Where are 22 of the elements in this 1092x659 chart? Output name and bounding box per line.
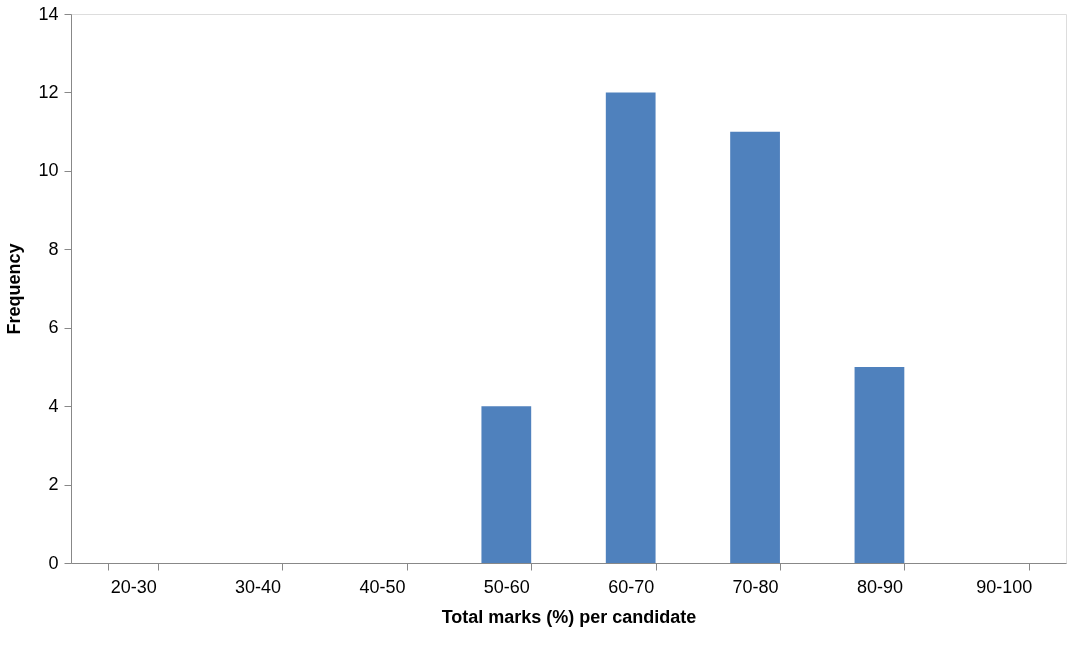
bar — [854, 366, 905, 563]
y-tick-label: 10 — [38, 160, 59, 181]
y-tick-label: 14 — [38, 3, 59, 24]
x-tick-label: 20-30 — [110, 576, 157, 597]
x-axis-title: Total marks (%) per candidate — [441, 606, 697, 627]
x-tick-label: 90-100 — [976, 576, 1033, 597]
x-tick-label: 30-40 — [235, 576, 282, 597]
bar — [481, 406, 532, 563]
y-tick-label: 6 — [48, 317, 59, 338]
x-tick-label: 60-70 — [608, 576, 655, 597]
y-axis-title: Frequency — [4, 243, 25, 335]
x-tick-label: 80-90 — [856, 576, 903, 597]
x-tick-label: 40-50 — [359, 576, 406, 597]
y-tick-label: 8 — [48, 238, 59, 259]
y-tick-label: 2 — [48, 474, 59, 495]
y-tick-label: 12 — [38, 81, 59, 102]
bar — [605, 92, 656, 563]
y-tick-label: 0 — [48, 552, 59, 573]
bar — [730, 131, 780, 563]
x-tick-label: 50-60 — [483, 576, 530, 597]
y-tick-label: 4 — [48, 395, 59, 416]
x-tick-label: 70-80 — [732, 576, 779, 597]
